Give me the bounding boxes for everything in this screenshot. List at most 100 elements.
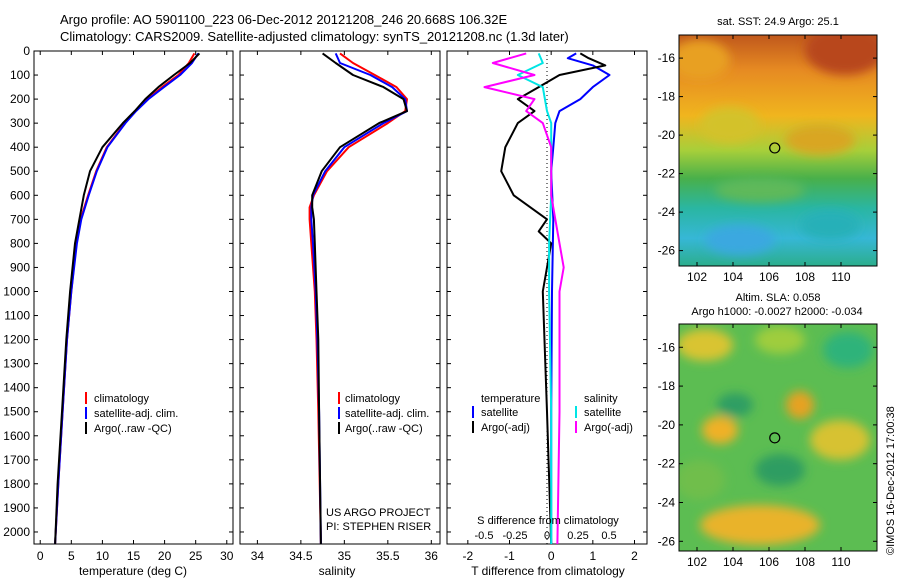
latitude-tick-label: -24: [658, 205, 676, 219]
salinity-panel: 34 34.5 35 35.5 36 climatology satellite-adj…: [239, 50, 441, 578]
sla-map: Altim. SLA: 0.058 Argo h1000: -0.0027 h2…: [658, 292, 878, 569]
legend-label-temp-satellite: satellite: [481, 407, 518, 419]
title-line-1: Argo profile: AO 5901100_223 06-Dec-2012…: [60, 12, 508, 27]
longitude-tick-label: 106: [759, 555, 779, 569]
latitude-tick-label: -26: [658, 244, 676, 258]
x-tick-label: 10: [96, 549, 110, 563]
depth-tick-label: 700: [10, 212, 30, 226]
salinity-x-label: salinity: [319, 564, 356, 578]
x-tick-label: 5: [68, 549, 75, 563]
s-difference-label: S difference from climatology: [477, 515, 619, 527]
sst-map: sat. SST: 24.9 Argo: 25.1 102 104 106 108 11…: [658, 16, 878, 284]
depth-tick-label: 1500: [3, 405, 30, 419]
s-tick-label: 0: [544, 530, 550, 542]
latitude-tick-label: -16: [658, 51, 676, 65]
depth-tick-label: 100: [10, 68, 30, 82]
latitude-tick-label: -24: [658, 495, 676, 509]
sla-map-subtitle: Argo h1000: -0.0027 h2000: -0.034: [691, 306, 862, 318]
temperature-x-label: temperature (deg C): [79, 564, 187, 578]
title-line-2: Climatology: CARS2009. Satellite-adjuste…: [60, 29, 569, 44]
longitude-tick-label: 104: [723, 270, 743, 284]
depth-tick-label: 1600: [3, 429, 30, 443]
salinity-x-axis: 34 34.5 35 35.5 36: [251, 51, 439, 563]
difference-plot-frame: [446, 50, 648, 545]
longitude-tick-label: 108: [795, 270, 815, 284]
depth-tick-label: 800: [10, 236, 30, 250]
sla-field: [679, 324, 877, 551]
x-tick-label: -2: [462, 549, 473, 563]
legend-label-temp-argo: Argo(-adj): [481, 422, 530, 434]
difference-x-label: T difference from climatology: [471, 564, 625, 578]
depth-axis: 0 100 200 300 400 500 600 700 800 900 1000 1100 1200…: [3, 44, 233, 539]
x-tick-label: 0: [37, 549, 44, 563]
x-tick-label: 2: [631, 549, 638, 563]
longitude-tick-label: 106: [759, 270, 779, 284]
temperature-x-axis: 0 5 10 15 20 25 30: [37, 51, 234, 563]
x-tick-label: 20: [158, 549, 172, 563]
latitude-tick-label: -20: [658, 128, 676, 142]
x-tick-label: 30: [220, 549, 234, 563]
series-line-satellite-adj-clim: [310, 52, 408, 545]
depth-tick-label: 0: [23, 44, 30, 58]
series-line-argo-raw-qc: [311, 52, 408, 545]
legend-label-climatology: climatology: [345, 393, 401, 405]
longitude-tick-label: 108: [795, 555, 815, 569]
legend-label-sal-satellite: satellite: [584, 407, 621, 419]
series-line-salinity-satellite: [516, 53, 553, 544]
sla-map-title: Altim. SLA: 0.058: [736, 292, 821, 304]
series-line-argo-raw-qc: [54, 52, 201, 545]
credit-pi: PI: STEPHEN RISER: [326, 521, 431, 533]
credit-project: US ARGO PROJECT: [326, 507, 431, 519]
s-tick-label: 0.5: [601, 530, 616, 542]
longitude-tick-label: 104: [723, 555, 743, 569]
depth-tick-label: 400: [10, 140, 30, 154]
temperature-series: [54, 52, 201, 545]
latitude-tick-label: -26: [658, 534, 676, 548]
latitude-tick-label: -16: [658, 340, 676, 354]
longitude-tick-label: 110: [831, 555, 850, 569]
sla-latitude-axis: -16 -18 -20 -22 -24 -26: [658, 340, 877, 548]
depth-tick-label: 600: [10, 188, 30, 202]
depth-tick-label: 200: [10, 92, 30, 106]
salinity-depth-ticks: [240, 50, 440, 533]
depth-tick-label: 1900: [3, 501, 30, 515]
depth-tick-label: 1200: [3, 333, 30, 347]
series-line-climatology: [308, 52, 408, 545]
difference-series: [483, 52, 611, 545]
imos-footer: ©IMOS 16-Dec-2012 17:00:38: [885, 406, 897, 555]
sst-field: [679, 35, 877, 266]
x-tick-label: 34.5: [289, 549, 313, 563]
x-tick-label: 15: [127, 549, 141, 563]
sst-latitude-axis: -16 -18 -20 -22 -24 -26: [658, 51, 877, 258]
x-tick-label: 25: [189, 549, 203, 563]
legend-title-salinity: salinity: [584, 393, 618, 405]
latitude-tick-label: -22: [658, 457, 676, 471]
longitude-tick-label: 102: [687, 270, 707, 284]
x-tick-label: 1: [589, 549, 596, 563]
latitude-tick-label: -18: [658, 90, 676, 104]
latitude-tick-label: -18: [658, 379, 676, 393]
x-tick-label: 0: [548, 549, 555, 563]
s-tick-label: 0.25: [567, 530, 588, 542]
temperature-legend: climatology satellite-adj. clim. Argo(..…: [85, 392, 178, 435]
x-tick-label: 36: [425, 549, 439, 563]
x-tick-label: 35: [338, 549, 352, 563]
legend-label-sal-argo: Argo(-adj): [584, 422, 633, 434]
sla-longitude-axis: 102 104 106 108 110: [687, 324, 851, 569]
latitude-tick-label: -22: [658, 167, 676, 181]
s-tick-label: -0.5: [475, 530, 494, 542]
x-tick-label: 34: [251, 549, 265, 563]
legend-label-satellite-adj: satellite-adj. clim.: [345, 408, 429, 420]
latitude-tick-label: -20: [658, 418, 676, 432]
temperature-plot-frame: [33, 50, 234, 545]
x-tick-label: -1: [504, 549, 515, 563]
difference-depth-ticks: [447, 50, 647, 533]
difference-panel: -2 -1 0 1 2 temperature salinity satellite A…: [446, 50, 648, 578]
depth-tick-label: 1800: [3, 477, 30, 491]
series-line-satellite-adj-clim: [54, 52, 200, 545]
x-tick-label: 35.5: [376, 549, 400, 563]
depth-tick-label: 1000: [3, 284, 30, 298]
longitude-tick-label: 110: [831, 270, 850, 284]
s-tick-label: -0.25: [502, 530, 527, 542]
